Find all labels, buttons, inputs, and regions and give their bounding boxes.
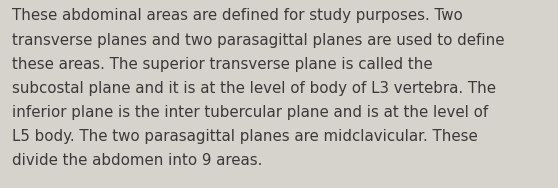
Text: These abdominal areas are defined for study purposes. Two: These abdominal areas are defined for st… (12, 8, 463, 24)
Text: L5 body. The two parasagittal planes are midclavicular. These: L5 body. The two parasagittal planes are… (12, 129, 478, 144)
Text: divide the abdomen into 9 areas.: divide the abdomen into 9 areas. (12, 153, 263, 168)
Text: these areas. The superior transverse plane is called the: these areas. The superior transverse pla… (12, 57, 433, 72)
Text: inferior plane is the inter tubercular plane and is at the level of: inferior plane is the inter tubercular p… (12, 105, 488, 120)
Text: subcostal plane and it is at the level of body of L3 vertebra. The: subcostal plane and it is at the level o… (12, 81, 496, 96)
Text: transverse planes and two parasagittal planes are used to define: transverse planes and two parasagittal p… (12, 33, 505, 48)
